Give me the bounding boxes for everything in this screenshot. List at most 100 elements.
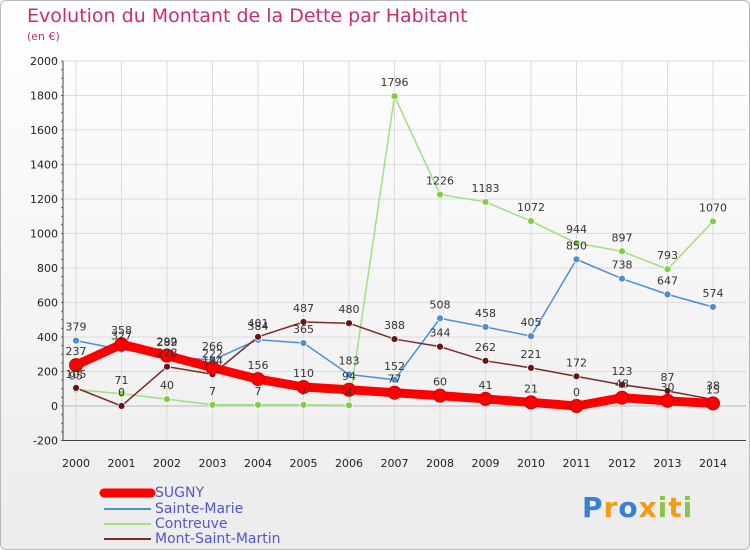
- data-point-sugny: [205, 360, 220, 375]
- logo-letter: i: [682, 491, 694, 524]
- data-label-contreuve: 1072: [517, 201, 545, 214]
- data-point-sainte-marie: [618, 274, 626, 283]
- data-label-sainte-marie: 384: [248, 320, 269, 333]
- data-point-sugny: [433, 388, 447, 403]
- x-tick-label: 2008: [426, 457, 454, 470]
- data-point-mont-saint-martin: [527, 363, 535, 372]
- data-point-sugny: [160, 348, 174, 363]
- data-label-sugny: 94: [342, 370, 356, 383]
- data-label-contreuve: 1070: [699, 201, 727, 214]
- data-point-contreuve: [709, 217, 717, 226]
- y-tick-label: 200: [37, 366, 58, 379]
- data-label-sainte-marie: 738: [612, 259, 633, 272]
- data-point-sainte-marie: [572, 255, 581, 264]
- x-tick-label: 2007: [381, 457, 409, 470]
- data-label-mont-saint-martin: 184: [202, 354, 223, 367]
- data-point-contreuve: [481, 198, 490, 206]
- data-point-mont-saint-martin: [572, 372, 581, 381]
- data-label-contreuve: 1183: [472, 182, 500, 195]
- data-point-sainte-marie: [527, 332, 535, 341]
- data-label-contreuve: 1226: [426, 175, 454, 188]
- data-label-mont-saint-martin: 105: [66, 368, 87, 381]
- y-tick-label: 800: [37, 262, 58, 275]
- x-tick-label: 2003: [199, 457, 227, 470]
- data-label-sugny: 222: [202, 348, 223, 361]
- y-tick-label: -200: [33, 435, 58, 448]
- x-tick-label: 2009: [472, 457, 500, 470]
- logo-letter: x: [638, 491, 658, 524]
- data-label-sugny: 110: [293, 367, 314, 380]
- data-label-contreuve: 95: [69, 370, 83, 383]
- data-point-contreuve: [117, 389, 126, 398]
- data-label-sainte-marie: 405: [521, 316, 542, 329]
- data-label-sainte-marie: 152: [384, 360, 405, 373]
- data-label-mont-saint-martin: 388: [384, 319, 405, 332]
- data-point-sainte-marie: [299, 339, 308, 347]
- x-tick-label: 2005: [290, 457, 318, 470]
- data-label-mont-saint-martin: 228: [157, 347, 178, 360]
- x-tick-label: 2010: [517, 457, 545, 470]
- y-tick-label: 1800: [30, 90, 58, 103]
- data-label-mont-saint-martin: 262: [475, 341, 496, 354]
- data-label-sugny: 0: [573, 386, 580, 399]
- logo-letter: r: [603, 491, 619, 524]
- data-label-contreuve: 7: [209, 385, 216, 398]
- data-point-sugny: [342, 382, 356, 397]
- data-point-mont-saint-martin: [299, 318, 308, 326]
- data-label-sugny: 30: [661, 381, 675, 394]
- data-point-sugny: [387, 385, 402, 400]
- data-point-mont-saint-martin: [254, 332, 262, 341]
- data-label-contreuve: 4: [346, 385, 353, 398]
- data-point-sainte-marie: [663, 290, 672, 299]
- x-tick-label: 2006: [335, 457, 363, 470]
- data-label-sainte-marie: 850: [566, 239, 587, 252]
- data-label-mont-saint-martin: 87: [661, 371, 675, 384]
- data-label-sugny: 48: [615, 378, 629, 391]
- logo-letter: P: [582, 491, 604, 524]
- data-label-contreuve: 793: [657, 249, 678, 262]
- data-label-mont-saint-martin: 221: [521, 348, 542, 361]
- x-tick-label: 2012: [608, 457, 636, 470]
- x-tick-label: 2002: [153, 457, 181, 470]
- data-label-mont-saint-martin: 487: [293, 302, 314, 315]
- data-label-sugny: 21: [524, 382, 538, 395]
- data-label-sainte-marie: 574: [703, 287, 724, 300]
- y-tick-label: 0: [51, 400, 58, 413]
- data-label-sugny: 292: [157, 336, 178, 349]
- data-point-sainte-marie: [481, 323, 490, 331]
- data-label-sugny: 237: [66, 345, 87, 358]
- axis-layer: -200020040060080010001200140016001800200…: [30, 55, 746, 470]
- data-point-contreuve: [618, 247, 626, 256]
- data-point-sugny: [69, 358, 83, 373]
- legend-label-contreuve: Contreuve: [155, 516, 228, 532]
- data-point-contreuve: [254, 400, 262, 409]
- chart-title: Evolution du Montant de la Dette par Hab…: [27, 5, 468, 27]
- series-layer: [69, 92, 720, 413]
- data-point-mont-saint-martin: [618, 380, 626, 389]
- data-point-sainte-marie: [436, 314, 444, 323]
- data-label-contreuve: 40: [160, 379, 174, 392]
- data-label-mont-saint-martin: 0: [118, 386, 125, 399]
- data-point-sugny: [114, 337, 129, 352]
- data-point-sugny: [615, 390, 629, 405]
- data-label-sainte-marie: 289: [157, 336, 178, 349]
- x-tick-label: 2013: [654, 457, 682, 470]
- data-label-sainte-marie: 379: [66, 321, 87, 334]
- data-label-contreuve: 1796: [381, 76, 409, 89]
- data-point-sugny: [524, 395, 538, 410]
- data-point-mont-saint-martin: [345, 319, 353, 328]
- legend-label-sainte-marie: Sainte-Marie: [155, 501, 244, 517]
- data-label-mont-saint-martin: 344: [430, 327, 451, 340]
- data-label-contreuve: 944: [566, 223, 587, 236]
- data-point-mont-saint-martin: [481, 356, 490, 365]
- data-label-sainte-marie: 327: [111, 330, 132, 343]
- data-point-mont-saint-martin: [117, 402, 126, 410]
- data-label-sugny: 60: [433, 376, 447, 389]
- y-tick-label: 400: [37, 331, 58, 344]
- data-label-mont-saint-martin: 123: [612, 365, 633, 378]
- data-point-contreuve: [390, 92, 399, 101]
- data-point-sugny: [569, 399, 584, 413]
- data-point-sugny: [660, 393, 675, 408]
